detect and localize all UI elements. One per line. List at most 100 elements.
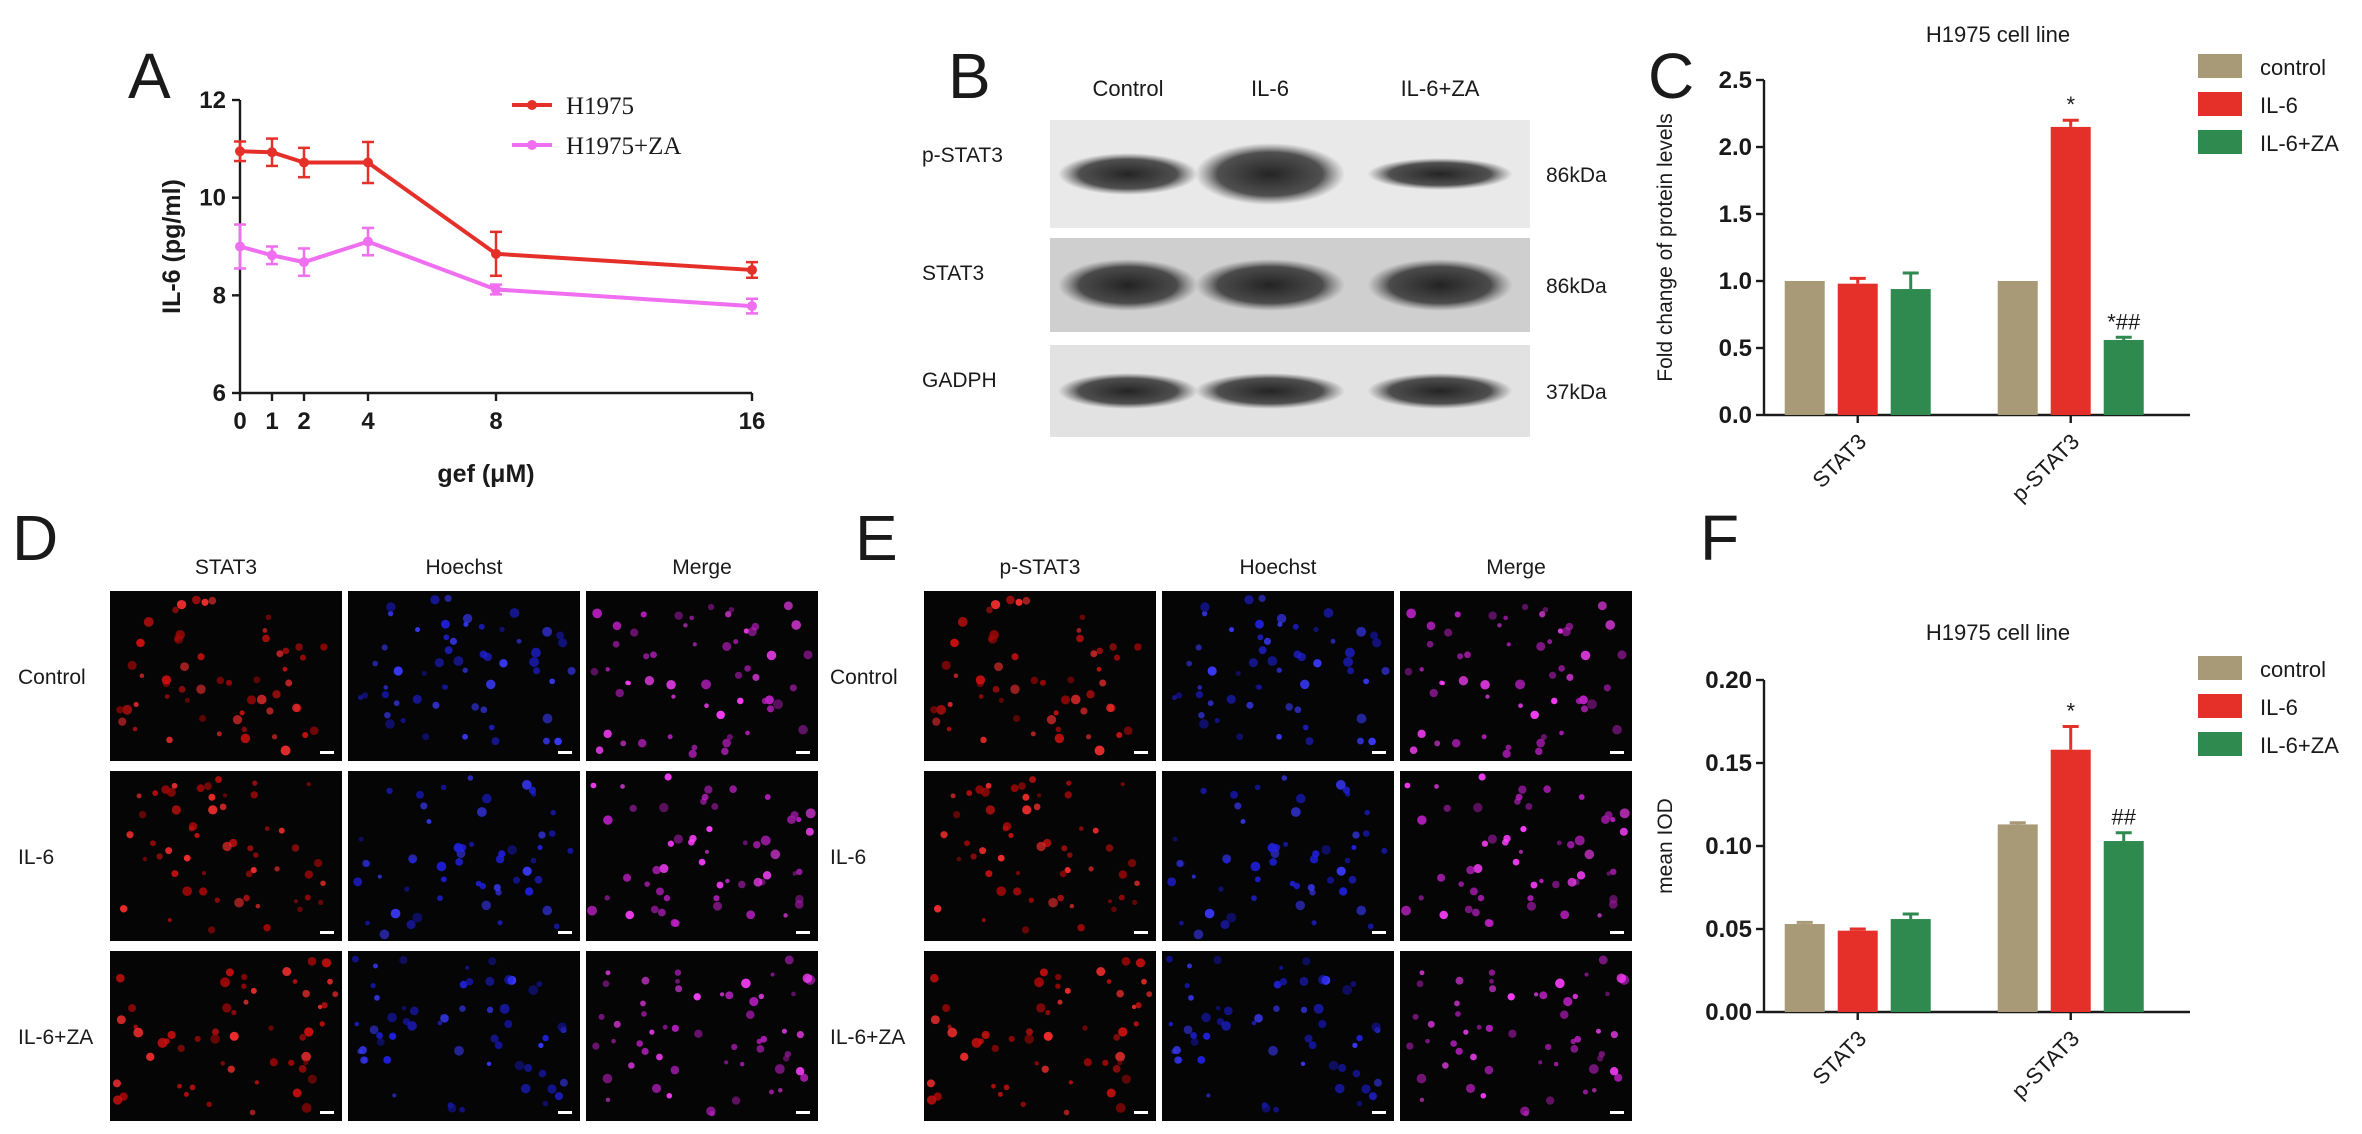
x-tick-label: p-STAT3 [2007,429,2085,507]
scale-bar [320,1111,334,1114]
cell-dot [641,976,650,985]
cell-dot [449,637,458,645]
cell-dot [704,785,713,794]
cell-dot [128,1004,137,1013]
cell-dot [1313,659,1322,668]
cell-dot [1055,973,1062,981]
cell-dot [950,793,956,799]
cell-dot [1207,666,1217,676]
cell-dot [981,1030,990,1040]
cell-dot [1036,1003,1046,1013]
cell-dot [490,1034,499,1043]
cell-dot [625,680,630,686]
cell-dot [1401,905,1411,916]
cell-dot [950,638,959,648]
cell-dot [354,1021,360,1027]
cell-dot [220,977,231,988]
micrograph-tile [924,771,1156,941]
cell-dot [321,1002,328,1009]
cell-dot [659,864,669,874]
cell-dot [662,1024,668,1030]
cell-dot [520,1083,531,1094]
cell-dot [358,836,364,842]
cell-dot [1547,639,1553,645]
cell-dot [495,889,502,896]
cell-dot [1064,791,1072,799]
cell-dot [420,802,428,810]
cell-dot [409,858,416,864]
cell-dot [1605,620,1616,630]
cell-dot [689,615,694,621]
cell-dot [292,979,298,984]
cell-dot [644,676,655,686]
cell-dot [1588,1064,1599,1074]
y-tick-label: 0.5 [1719,335,1752,362]
bar-il-6-za [1890,919,1931,1012]
cell-dot [667,734,673,740]
cell-dot [1195,644,1202,651]
cell-dot [751,622,760,631]
cell-dot [463,621,469,627]
cell-dot [567,666,576,675]
cell-dot [1076,628,1082,633]
cell-dot [531,647,541,658]
cell-dot [361,692,369,699]
cell-dot [1166,955,1173,963]
cell-dot [671,1024,679,1032]
cell-dot [1313,1003,1324,1014]
cell-dot [225,679,232,686]
cell-dot [533,667,541,675]
data-point [363,157,373,168]
cell-dot [482,793,492,804]
cell-dot [1336,866,1346,876]
cell-dot [936,704,947,715]
cell-dot [215,776,222,784]
cell-dot [1506,642,1511,647]
cell-dot [641,1011,647,1017]
cell-dot [1476,1024,1482,1030]
y-tick-label: 0.05 [1705,916,1752,943]
cell-dot [1342,786,1351,794]
cell-dot [1234,802,1242,810]
cell-dot [595,746,604,755]
cell-dot [112,1079,121,1088]
cell-dot [1213,955,1222,965]
cell-dot [623,873,632,882]
cell-dot [1518,849,1524,854]
cell-dot [557,1022,567,1032]
cell-dot [1372,638,1382,648]
cell-dot [650,651,657,659]
cell-dot [201,598,209,606]
bar-il-6-za [1890,289,1931,415]
cell-dot [1034,977,1045,988]
cell-dot [567,847,574,854]
cell-dot [932,717,941,726]
cell-dot [963,840,970,847]
cell-dot [1567,877,1577,887]
cell-dot [127,660,137,670]
cell-dot [1092,827,1099,834]
cell-dot [265,614,272,621]
cell-dot [980,736,987,744]
y-tick-label: 2.0 [1719,134,1752,161]
cell-dot [509,608,520,618]
cell-dot [758,993,765,1000]
cell-dot [1458,881,1464,887]
cell-dot [516,638,522,644]
cell-dot [670,919,679,927]
cell-dot [745,730,750,736]
micrograph-column-header: Merge [1486,556,1546,579]
cell-dot [1614,1073,1623,1082]
cell-dot [313,858,323,868]
cell-dot [1116,731,1123,739]
cell-dot [612,621,622,631]
cell-dot [1584,972,1589,977]
cell-dot [507,845,517,855]
cell-dot [1512,858,1520,866]
cell-dot [113,1095,123,1105]
cell-dot [467,775,474,781]
data-point [299,257,309,268]
cell-dot [1580,650,1591,661]
cell-dot [985,870,993,878]
cell-dot [630,628,639,637]
